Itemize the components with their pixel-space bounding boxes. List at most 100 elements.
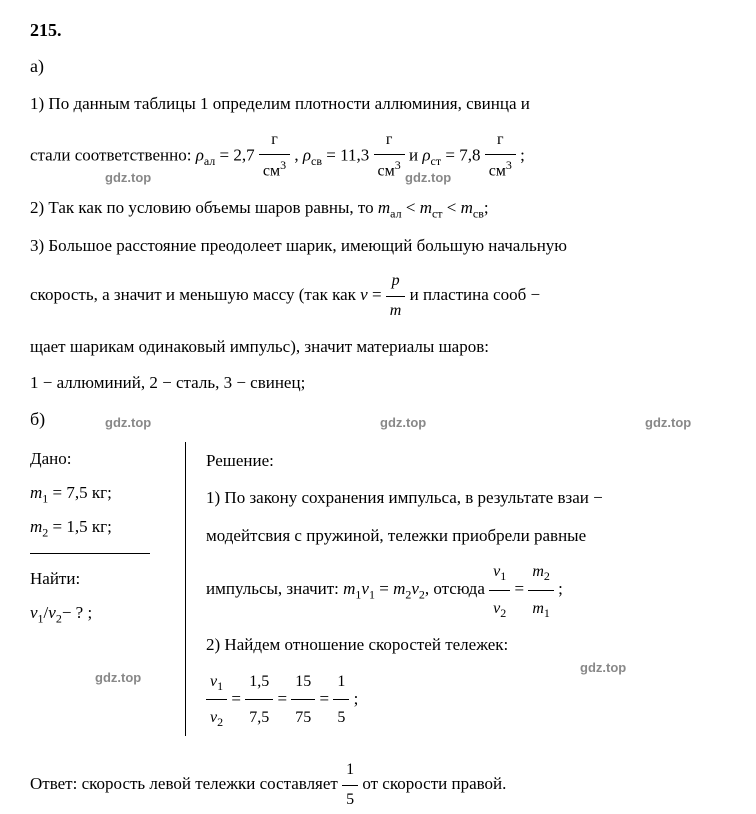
find-expr: v1/v2− ? ; (30, 596, 165, 630)
rho-al-sub: ал (204, 153, 215, 167)
rho-st-sub: ст (431, 153, 442, 167)
m2: m (420, 198, 432, 217)
unit-frac-1: гсм3 (259, 126, 290, 187)
watermark: gdz.top (380, 415, 426, 430)
solution-table: Дано: m1 = 7,5 кг; m2 = 1,5 кг; Найти: v… (30, 442, 726, 736)
given-divider (30, 553, 150, 554)
answer-suffix: от скорости правой. (362, 774, 506, 793)
answer-line: Ответ: скорость левой тележки составляет… (30, 756, 726, 814)
lt2: < (447, 198, 461, 217)
and-text: и (409, 145, 422, 164)
unit-den: см3 (259, 155, 290, 186)
solution-label: Решение: (206, 442, 726, 479)
watermark: gdz.top (95, 670, 141, 685)
eq3: = (277, 689, 291, 708)
m2e: m (393, 579, 405, 598)
part-a-label: а) (30, 56, 726, 77)
answer-frac: 15 (342, 756, 358, 814)
m1-sym: m (30, 483, 42, 502)
v1: v (30, 603, 38, 622)
sol1-line2: модейтсвия с пружиной, тележки приобрели… (206, 517, 726, 554)
vertical-divider (185, 442, 186, 736)
cf1n: v1 (206, 664, 227, 701)
rho-sym3: ρ (422, 145, 430, 164)
m-den: m (386, 297, 406, 326)
step1-line1: 1) По данным таблицы 1 определим плотнос… (30, 89, 726, 120)
v-ratio-frac: v1v2 (489, 554, 510, 626)
eq1: = (368, 285, 386, 304)
rho-sv-val: 11,3 (340, 145, 369, 164)
vr-num: v1 (489, 554, 510, 591)
cf1d: v2 (206, 700, 227, 736)
rho-sym2: ρ (303, 145, 311, 164)
rho-sv-sub: св (311, 153, 322, 167)
sol2-calc: v1v2 = 1,57,5 = 1575 = 15 ; (206, 664, 726, 736)
problem-number: 215. (30, 20, 726, 41)
given-column: Дано: m1 = 7,5 кг; m2 = 1,5 кг; Найти: v… (30, 442, 180, 736)
unit-den-text2: см (378, 163, 395, 180)
cf4n: 1 (333, 664, 349, 700)
sol1-prefix: импульсы, значит: (206, 579, 343, 598)
calc-frac1: v1v2 (206, 664, 227, 736)
calc-frac2: 1,57,5 (245, 664, 273, 735)
step3-line4: 1 − аллюминий, 2 − сталь, 3 − свинец; (30, 368, 726, 399)
problem-number-text: 215 (30, 20, 57, 40)
v-sym: v (360, 285, 368, 304)
watermark: gdz.top (405, 170, 451, 185)
m2-val: = 1,5 кг; (48, 517, 112, 536)
sol1-line3: импульсы, значит: m1v1 = m2v2, отсюда v1… (206, 554, 726, 626)
mr-den: m1 (528, 591, 554, 627)
m3: m (461, 198, 473, 217)
sol2-line1: 2) Найдем отношение скоростей тележек: (206, 626, 726, 663)
step3-prefix: скорость, а значит и меньшую массу (так … (30, 285, 360, 304)
cf4d: 5 (333, 700, 349, 735)
sol1-line1: 1) По закону сохранения импульса, в резу… (206, 479, 726, 516)
lt1: < (406, 198, 420, 217)
step2-prefix: 2) Так как по условию объемы шаров равны… (30, 198, 378, 217)
m1e: m (343, 579, 355, 598)
cf2d: 7,5 (245, 700, 273, 735)
unit-num2: г (374, 126, 405, 156)
watermark: gdz.top (105, 415, 151, 430)
m1-line: m1 = 7,5 кг; (30, 476, 165, 510)
unit-num3: г (485, 126, 516, 156)
m2-line: m2 = 1,5 кг; (30, 510, 165, 544)
m-sv: св (473, 206, 484, 220)
m-st: ст (432, 206, 443, 220)
vr-den: v2 (489, 591, 510, 627)
step3-line3: щает шарикам одинаковый импульс), значит… (30, 332, 726, 363)
cf2n: 1,5 (245, 664, 273, 700)
rho-sym: ρ (196, 145, 204, 164)
step2: 2) Так как по условию объемы шаров равны… (30, 193, 726, 225)
step1-prefix: стали соответственно: (30, 145, 196, 164)
answer-prefix: Ответ: скорость левой тележки составляет (30, 774, 342, 793)
v2e: v (411, 579, 419, 598)
v1e: v (361, 579, 369, 598)
find-label: Найти: (30, 562, 165, 596)
findq: − ? ; (62, 603, 92, 622)
p-num: p (386, 267, 406, 297)
m1-val: = 7,5 кг; (48, 483, 112, 502)
v1es: 1 (369, 587, 375, 601)
m-ratio-frac: m2m1 (528, 554, 554, 626)
m1: m (378, 198, 390, 217)
unit-frac-2: гсм3 (374, 126, 405, 187)
af-den: 5 (342, 786, 358, 814)
eq2: = (231, 689, 245, 708)
unit-den-text3: см (489, 163, 506, 180)
rho-st-val: 7,8 (459, 145, 480, 164)
solution-column: Решение: 1) По закону сохранения импульс… (191, 442, 726, 736)
watermark: gdz.top (645, 415, 691, 430)
given-label: Дано: (30, 442, 165, 476)
cf3d: 75 (291, 700, 315, 735)
af-num: 1 (342, 756, 358, 786)
unit-frac-3: гсм3 (485, 126, 516, 187)
m2-sym: m (30, 517, 42, 536)
semi1: ; (554, 579, 563, 598)
unit-den-text: см (263, 163, 280, 180)
step3-line2: скорость, а значит и меньшую массу (так … (30, 267, 726, 326)
pm-frac: pm (386, 267, 406, 326)
step3-suffix: и пластина сооб − (410, 285, 540, 304)
rho-al-val: 2,7 (233, 145, 254, 164)
unit-num: г (259, 126, 290, 156)
